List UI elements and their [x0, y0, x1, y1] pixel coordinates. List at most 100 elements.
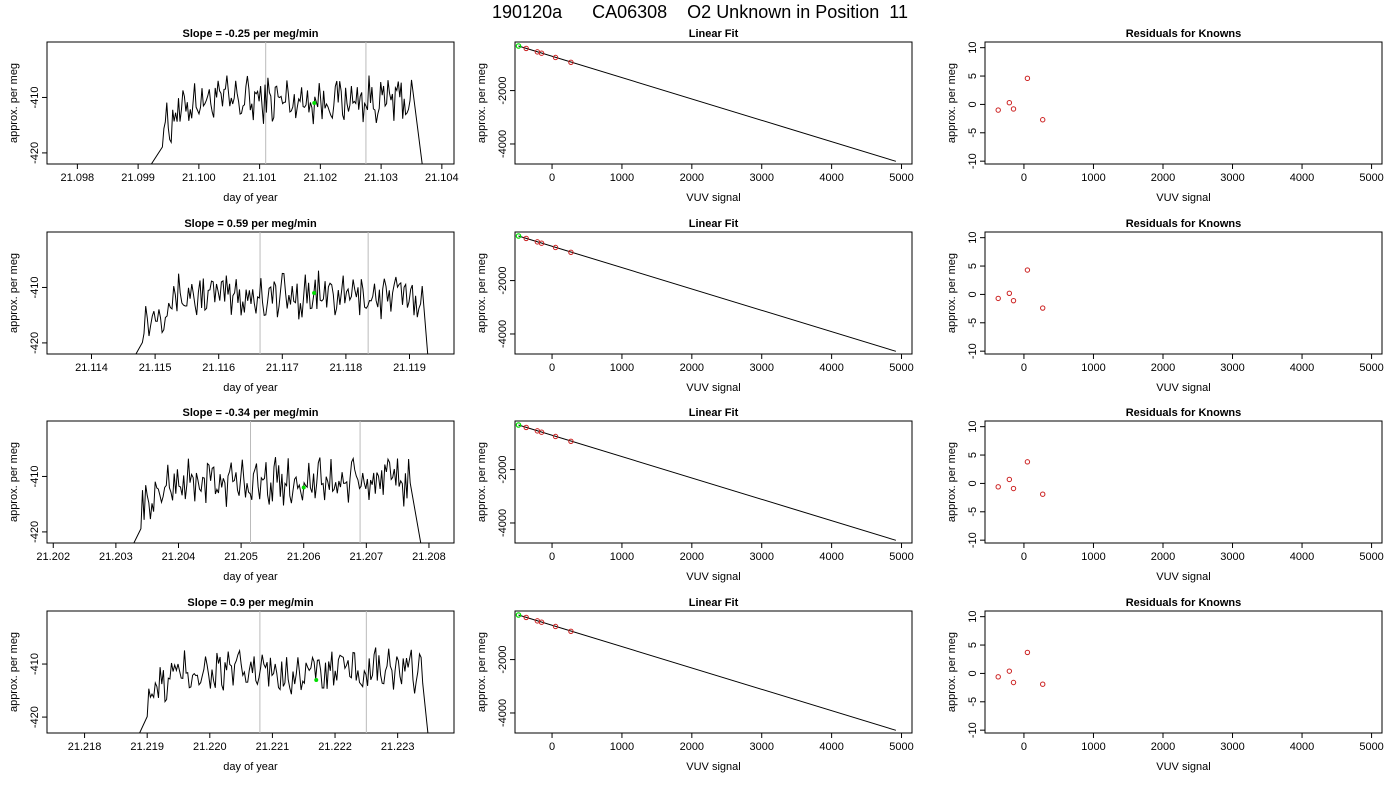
x-tick-label: 2000 [680, 741, 704, 753]
y-axis-label: approx. per meg [946, 442, 958, 522]
x-tick-label: 4000 [1290, 551, 1314, 563]
panel-title: Linear Fit [689, 28, 739, 40]
x-tick-label: 21.116 [202, 362, 235, 374]
x-tick-label: 0 [549, 362, 555, 374]
y-tick-label: -10 [967, 343, 979, 359]
x-axis-label: day of year [223, 192, 278, 204]
residual-point [1006, 100, 1013, 106]
known-point [523, 614, 529, 621]
panel-title: Residuals for Knowns [1126, 597, 1242, 609]
unknown-marker [312, 101, 317, 105]
x-tick-label: 3000 [1220, 551, 1244, 563]
x-tick-label: 21.114 [75, 362, 108, 374]
panel-title: Slope = -0.25 per meg/min [182, 28, 318, 40]
x-axis-label: day of year [223, 382, 278, 394]
x-tick-label: 4000 [1290, 172, 1314, 184]
plot-area [995, 267, 1046, 311]
x-tick-label: 21.103 [364, 172, 398, 184]
y-axis-label: approx. per meg [8, 632, 20, 712]
residual-point [1010, 297, 1017, 304]
x-tick-label: 21.223 [381, 741, 415, 753]
y-axis-label: approx. per meg [946, 63, 958, 143]
x-tick-label: 1000 [610, 362, 634, 374]
x-tick-label: 21.202 [36, 551, 70, 563]
x-tick-label: 21.117 [266, 362, 299, 374]
plot-frame [514, 41, 913, 165]
y-tick-label: -5 [967, 318, 979, 328]
residual-point [1006, 290, 1013, 296]
x-tick-label: 21.101 [243, 172, 277, 184]
known-point [568, 59, 574, 65]
x-axis-label: VUV signal [686, 192, 740, 204]
x-tick-label: 3000 [749, 362, 773, 374]
y-tick-label: -10 [967, 153, 979, 169]
panel-1-0: Linear Fit 0 1000 2000 3000 4000 5000 -4000 -200… [476, 28, 914, 204]
known-point [568, 438, 574, 444]
plot-area [515, 612, 897, 731]
series-line [135, 270, 429, 354]
residual-point [1040, 681, 1046, 687]
known-point [552, 244, 559, 251]
panel-1-3: Linear Fit 0 1000 2000 3000 4000 5000 -4000 -200… [476, 597, 914, 773]
y-tick-label: -5 [967, 697, 979, 707]
y-axis-label: approx. per meg [8, 253, 20, 333]
residual-point [1010, 679, 1017, 686]
x-tick-label: 4000 [819, 741, 843, 753]
x-tick-label: 1000 [1081, 741, 1105, 753]
x-tick-label: 1000 [1081, 172, 1105, 184]
y-tick-label: -5 [967, 128, 979, 138]
plot-frame [46, 610, 455, 734]
unknown-marker [312, 291, 317, 295]
plot-frame [514, 420, 913, 544]
x-tick-label: 1000 [610, 172, 634, 184]
x-tick-label: 5000 [889, 362, 913, 374]
fit-line [518, 424, 897, 541]
x-tick-label: 1000 [1081, 362, 1105, 374]
x-tick-label: 21.220 [193, 741, 227, 753]
panel-0-1: Slope = 0.59 per meg/min 21.114 21.115 21.1… [8, 218, 455, 394]
plot-area [150, 42, 423, 164]
x-tick-label: 21.219 [130, 741, 164, 753]
plot-frame [984, 231, 1383, 355]
y-axis-label: approx. per meg [476, 63, 488, 143]
y-tick-label: 0 [967, 291, 979, 297]
plot-area [135, 232, 429, 354]
y-tick-label: -410 [29, 86, 41, 108]
x-tick-label: 0 [549, 741, 555, 753]
residual-point [1024, 649, 1031, 656]
x-tick-label: 0 [549, 551, 555, 563]
x-tick-label: 1000 [610, 741, 634, 753]
known-point [552, 54, 559, 61]
y-tick-label: -420 [29, 332, 41, 354]
plot-area [515, 422, 897, 541]
y-tick-label: -2000 [497, 267, 509, 295]
panel-0-2: Slope = -0.34 per meg/min 21.202 21.203 21.… [8, 407, 455, 583]
y-tick-label: -4000 [497, 130, 509, 158]
x-tick-label: 21.203 [99, 551, 133, 563]
x-tick-label: 0 [1021, 362, 1027, 374]
known-point [538, 429, 545, 435]
known-point [538, 240, 545, 246]
unknown-point [515, 612, 522, 618]
panel-2-0: Residuals for Knowns 0 1000 2000 3000 4000 500… [946, 28, 1384, 204]
y-tick-label: -2000 [497, 646, 509, 674]
x-tick-label: 21.205 [224, 551, 258, 563]
x-axis-label: VUV signal [1156, 571, 1210, 583]
x-tick-label: 21.222 [318, 741, 352, 753]
residual-point [1040, 117, 1046, 123]
y-tick-label: 10 [967, 421, 979, 433]
x-tick-label: 2000 [1151, 551, 1175, 563]
residual-point [1024, 459, 1031, 465]
plot-frame [514, 231, 913, 355]
x-tick-label: 5000 [1359, 172, 1383, 184]
x-tick-label: 3000 [749, 741, 773, 753]
series-line [150, 75, 423, 164]
x-axis-label: VUV signal [1156, 761, 1210, 773]
residual-point [1024, 75, 1031, 82]
plot-area [995, 75, 1046, 123]
y-tick-label: 5 [967, 642, 979, 648]
panel-1-2: Linear Fit 0 1000 2000 3000 4000 5000 -4000 -200… [476, 407, 914, 583]
fit-line [518, 45, 897, 162]
y-tick-label: -5 [967, 507, 979, 517]
